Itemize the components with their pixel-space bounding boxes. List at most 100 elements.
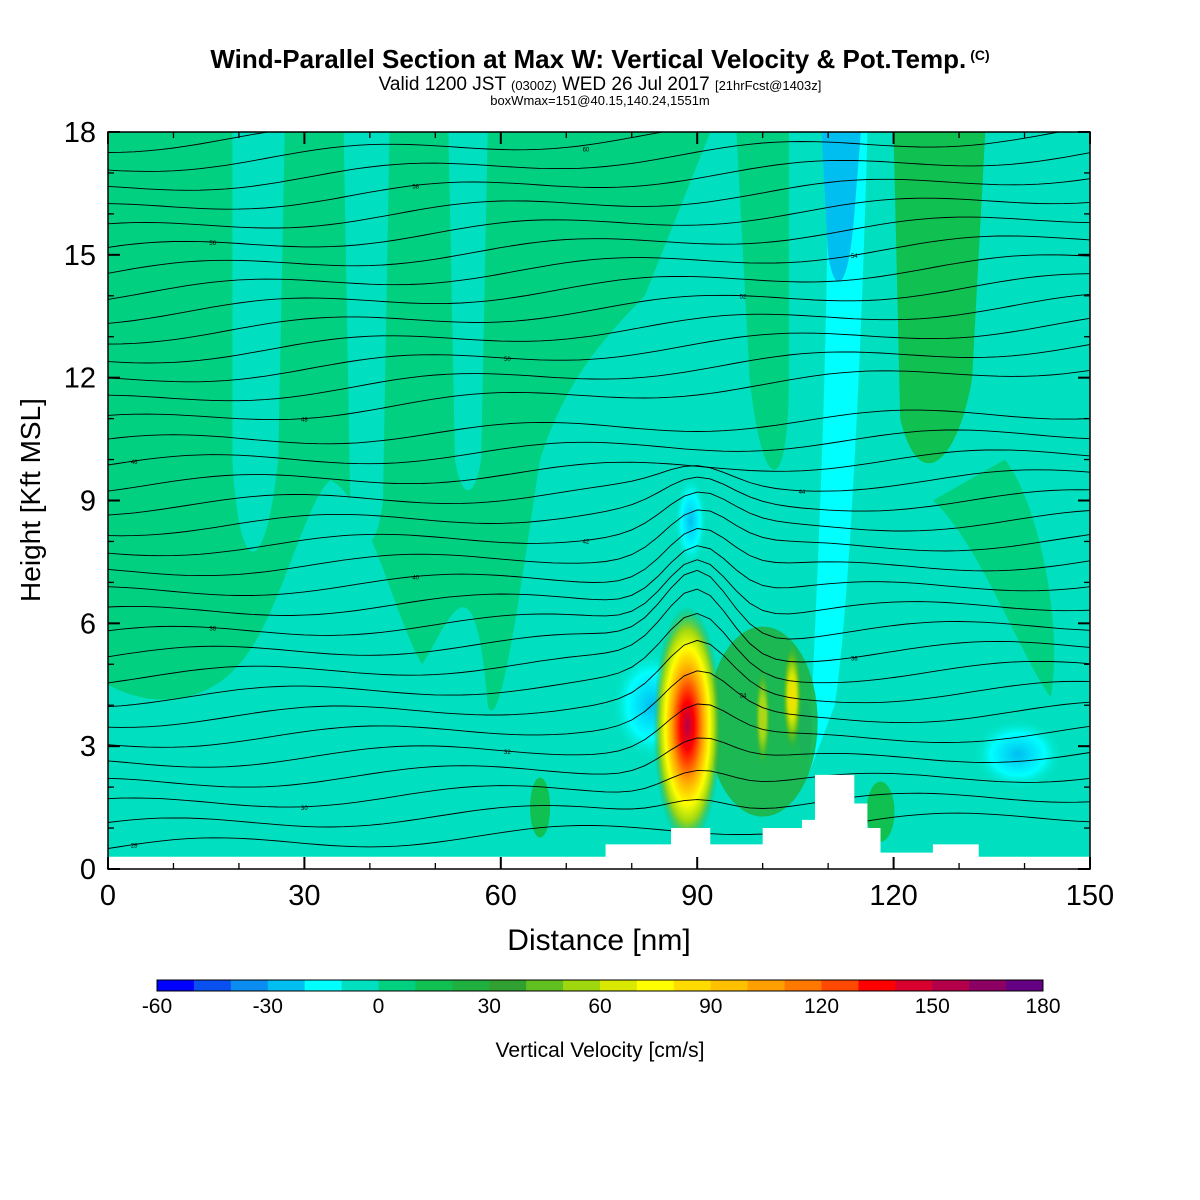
- y-tick-label: 12: [64, 363, 96, 395]
- cyan-plume-1: [232, 132, 285, 552]
- y-tick-label: 15: [64, 240, 96, 272]
- colorbar-swatch: [673, 980, 712, 991]
- chart-title: Wind-Parallel Section at Max W: Vertical…: [210, 44, 990, 74]
- cyan-plume-3: [448, 132, 488, 491]
- theta-contour: [108, 559, 1090, 636]
- y-axis-label: Height [Kft MSL]: [15, 398, 46, 602]
- theta-contour: [108, 639, 1090, 728]
- theta-contour: [108, 449, 1090, 492]
- theta-contour: [108, 509, 1090, 577]
- colorbar-swatch: [267, 980, 306, 991]
- theta-contour-label: 44: [799, 490, 806, 496]
- colorbar-swatch: [230, 980, 269, 991]
- theta-contour: [108, 254, 1090, 324]
- theta-contour-label: 30: [301, 806, 308, 812]
- colorbar-swatch: [932, 980, 970, 991]
- theta-contour-label: 56: [209, 241, 216, 247]
- colorbar-swatch: [526, 980, 564, 991]
- colorbar-swatch: [304, 980, 343, 991]
- theta-contour: [108, 670, 1090, 748]
- theta-contour: [108, 132, 666, 172]
- colorbar-tick-label: 180: [1025, 995, 1060, 1018]
- green-band-far-right: [893, 132, 986, 464]
- theta-contour: [108, 465, 1090, 516]
- theta-contour: [108, 476, 1090, 537]
- theta-contour-label: 28: [131, 843, 138, 849]
- colorbar-swatch: [821, 980, 859, 991]
- colorbar-tick-label: 30: [478, 995, 501, 1018]
- theta-contour: [108, 613, 1090, 708]
- colorbar: -60 -30 0 30 60 90 120 150 180: [142, 979, 1061, 1018]
- theta-contour-label: 38: [209, 627, 216, 633]
- colorbar-tick-label: -60: [142, 995, 172, 1018]
- updraft-tertiary: [754, 667, 771, 768]
- forecast-info: [21hrFcst@1403z]: [714, 78, 822, 93]
- theta-contour: [108, 152, 1090, 210]
- theta-contour: [108, 569, 1090, 658]
- theta-contour-label: 52: [740, 295, 747, 301]
- theta-contour: [108, 737, 1090, 788]
- theta-contour-label: 58: [412, 184, 419, 190]
- x-axis-label: Distance [nm]: [507, 924, 690, 957]
- theta-contour: [108, 769, 1090, 808]
- theta-contour: [108, 344, 1090, 402]
- theta-contour: [108, 528, 1090, 596]
- x-tick-label: 60: [485, 880, 517, 912]
- valid-z: (0300Z): [511, 78, 557, 93]
- boxwmax-line: boxWmax=151@40.15,140.24,1551m: [490, 93, 710, 108]
- theta-contour-label: 40: [412, 575, 419, 581]
- theta-contour-label: 46: [131, 460, 138, 466]
- theta-contour-label: 50: [504, 357, 511, 363]
- theta-contour: [108, 197, 1090, 248]
- theta-contour: [108, 216, 1090, 274]
- theta-contour-label: 32: [504, 750, 511, 756]
- theta-contour: [108, 588, 1090, 684]
- theta-contour: [108, 812, 1090, 849]
- valid-prefix: Valid 1200 JST: [378, 74, 506, 95]
- theta-contour: [108, 409, 1090, 445]
- colorbar-swatch: [747, 980, 786, 991]
- downdraft-above-core: [674, 475, 707, 566]
- y-tick-label: 3: [80, 731, 96, 763]
- updraft-secondary: [782, 642, 803, 753]
- colorbar-swatch: [636, 980, 675, 991]
- valid-date: WED 26 Jul 2017: [561, 74, 710, 95]
- colorbar-tick-label: 60: [588, 995, 611, 1018]
- colorbar-swatch: [858, 980, 896, 991]
- x-tick-label: 90: [681, 880, 713, 912]
- y-tick-label: 6: [80, 608, 96, 640]
- terrain: [108, 774, 1090, 869]
- colorbar-swatch: [415, 980, 453, 991]
- colorbar-tick-label: 90: [699, 995, 722, 1018]
- theta-contour-label: 36: [851, 656, 858, 662]
- colorbar-swatch: [489, 980, 527, 991]
- colorbar-tick-label: -30: [253, 995, 283, 1018]
- colorbar-tick-label: 120: [804, 995, 839, 1018]
- theta-contour: [108, 273, 1090, 345]
- theta-contour: [108, 317, 1090, 383]
- potential-temperature-contours: 28 30 32 34 36 38 40 42 44 46 48 50 52 54 56 58 60: [108, 132, 1090, 849]
- colorbar-swatch: [341, 980, 379, 991]
- colorbar-swatch: [193, 980, 232, 991]
- theta-contour: [108, 545, 1090, 616]
- x-tick-label: 0: [100, 880, 116, 912]
- colorbar-swatch: [563, 980, 601, 991]
- colorbar-tick-label: 0: [373, 995, 385, 1018]
- colorbar-swatch: [452, 980, 490, 991]
- theta-contour: [108, 703, 1090, 768]
- downdraft-top-blue: [821, 132, 861, 282]
- theta-contour-label: 48: [301, 418, 308, 424]
- green-band-lower-right: [932, 459, 1055, 698]
- theta-contour: [108, 792, 1090, 828]
- theta-contour-label: 54: [851, 254, 858, 260]
- colorbar-swatch: [600, 980, 638, 991]
- colorbar-swatch: [1006, 980, 1044, 991]
- colorbar-swatch: [784, 980, 822, 991]
- colorbar-swatch: [710, 980, 749, 991]
- theta-contour: [108, 235, 1090, 300]
- y-tick-label: 0: [80, 854, 96, 886]
- theta-contour-label: 42: [583, 539, 590, 545]
- y-tick-label: 18: [64, 117, 96, 149]
